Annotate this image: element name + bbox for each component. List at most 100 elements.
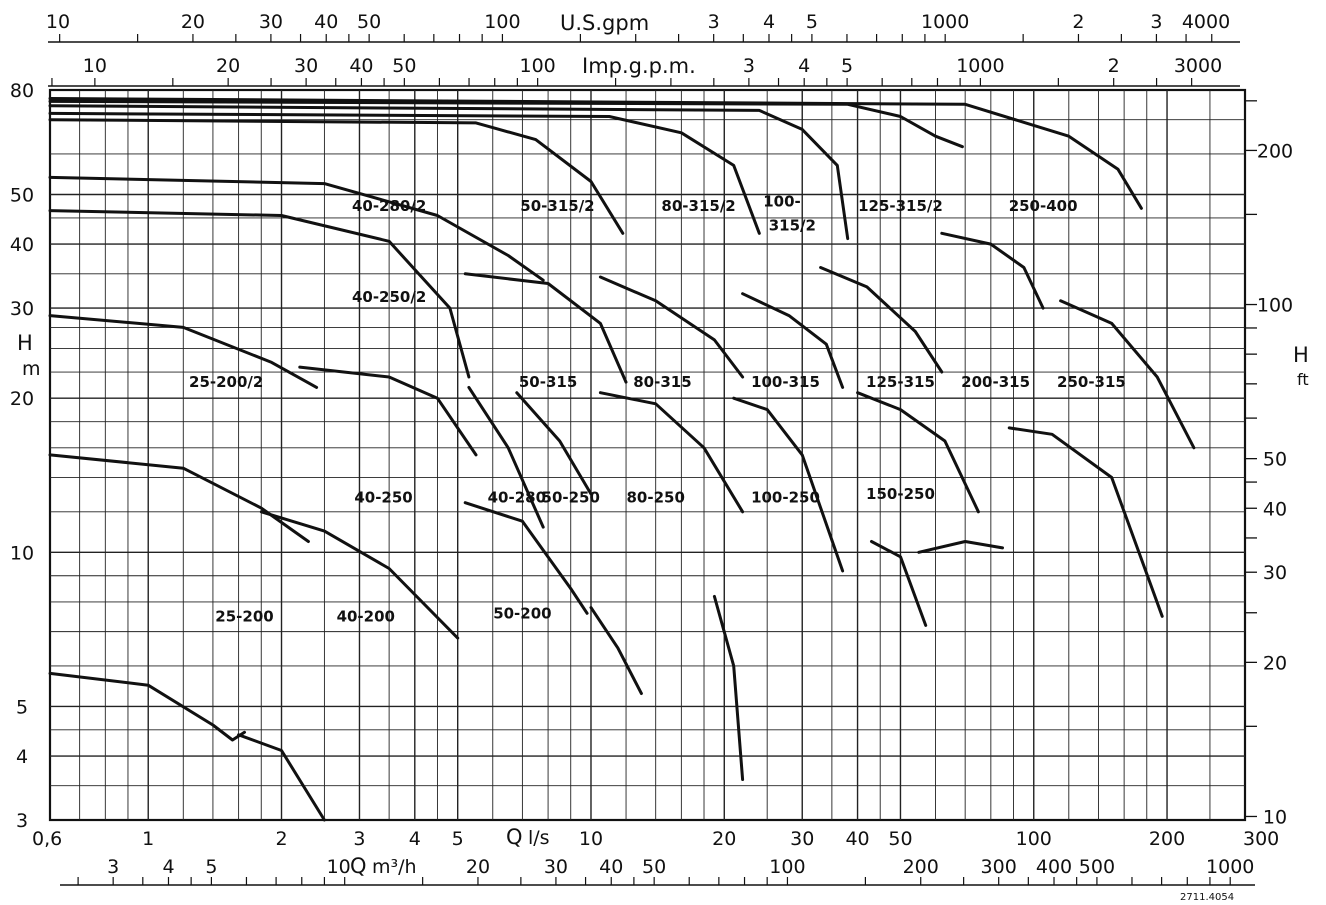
x-bottom-unit-title: l/s: [528, 827, 550, 849]
x-bottom-tick-label: 0,6: [32, 828, 62, 850]
x-m3h-tick-label: 50: [642, 856, 666, 878]
pump-curve: [589, 606, 643, 695]
y-right-tick-label: 40: [1263, 498, 1287, 520]
y-right-tick-label: 10: [1263, 806, 1287, 828]
y-left-tick-label: 5: [16, 696, 28, 718]
x-top-impgpm-tick-label: 1000: [956, 55, 1004, 77]
pump-curve-label: 40-280: [488, 488, 546, 506]
drawing-number: 2711.4054: [1180, 892, 1234, 903]
pump-curve: [48, 453, 310, 543]
pump-curve: [48, 671, 246, 742]
pump-curve-label: 40-250: [354, 488, 412, 506]
pump-curve-label: 250-315: [1057, 373, 1126, 391]
x-bottom-tick-label: 300: [1243, 828, 1279, 850]
x-m3h-tick-label: 5: [205, 856, 217, 878]
pump-curve-label: 200-315: [961, 373, 1030, 391]
x-top-usgpm-tick-label: 100: [484, 11, 520, 33]
x-top-usgpm-tick-label: 50: [357, 11, 381, 33]
pump-curve: [870, 540, 928, 627]
x-bottom-q-title: Q: [506, 825, 523, 849]
x-bottom-tick-label: 30: [790, 828, 814, 850]
x-top-impgpm-tick-label: 40: [349, 55, 373, 77]
pump-curve-label: 25-200/2: [189, 373, 263, 391]
y-left-tick-label: 30: [10, 298, 34, 320]
pump-curve-label: 50-250: [542, 488, 600, 506]
x-m3h-q-title: Q: [350, 854, 367, 878]
x-top-usgpm-tick-label: 30: [259, 11, 283, 33]
y-right-tick-label: 30: [1263, 562, 1287, 584]
pump-curve-label: 50-315: [519, 373, 577, 391]
x-bottom-tick-label: 1: [142, 828, 154, 850]
x-bottom-tick-label: 200: [1149, 828, 1185, 850]
y-left-tick-label: 20: [10, 388, 34, 410]
pump-curve-label: 100-250: [751, 488, 820, 506]
pump-curve: [940, 231, 1045, 310]
pump-curve-label: 150-250: [866, 485, 935, 503]
pump-curve: [48, 111, 761, 235]
x-top-impgpm-tick-label: 20: [216, 55, 240, 77]
pump-curve: [467, 385, 545, 529]
pump-curve-label: 80-315: [633, 373, 691, 391]
x-m3h-tick-label: 40: [599, 856, 623, 878]
y-left-unit-title: m: [22, 358, 41, 380]
pump-curve-label: 40-250/2: [352, 288, 426, 306]
pump-curve: [48, 118, 625, 235]
y-left-h-title: H: [17, 331, 33, 355]
pump-curve-label: 125-315: [866, 373, 935, 391]
y-left-tick-label: 50: [10, 184, 34, 206]
x-bottom-tick-label: 20: [712, 828, 736, 850]
x-top-impgpm-tick-label: 100: [519, 55, 555, 77]
pump-curve: [741, 292, 845, 389]
x-top-impgpm-tick-label: 2: [1108, 55, 1120, 77]
pump-curve: [732, 396, 845, 573]
x-top-usgpm-tick-label: 3: [708, 11, 720, 33]
x-top-impgpm-tick-label: 4: [798, 55, 810, 77]
x-m3h-tick-label: 4: [162, 856, 174, 878]
y-right-tick-label: 20: [1263, 652, 1287, 674]
curves: [48, 97, 1196, 822]
x-top-usgpm-tick-label: 5: [806, 11, 818, 33]
x-m3h-tick-label: 200: [903, 856, 939, 878]
pump-curve-label: 25-200: [215, 607, 273, 625]
x-top-impgpm-tick-label: 3: [743, 55, 755, 77]
x-bottom-tick-label: 4: [409, 828, 421, 850]
pump-curve-label: 315/2: [769, 216, 816, 234]
pump-curve: [856, 391, 980, 514]
pump-curve: [819, 266, 944, 374]
pump-curve: [237, 733, 326, 822]
pump-curve: [48, 97, 1143, 210]
y-right-tick-label: 200: [1257, 140, 1293, 162]
pump-curve: [917, 540, 1004, 554]
x-m3h-tick-label: 100: [769, 856, 805, 878]
y-left-tick-label: 3: [16, 810, 28, 832]
pump-curve: [515, 391, 593, 496]
pump-curve-label: 100-315: [751, 373, 820, 391]
x-bottom-tick-label: 3: [353, 828, 365, 850]
x-m3h-tick-label: 10: [327, 856, 351, 878]
pump-curve-label: 80-250: [626, 488, 684, 506]
pump-curve: [298, 365, 478, 457]
x-m3h-tick-label: 30: [544, 856, 568, 878]
x-m3h-tick-label: 300: [981, 856, 1017, 878]
x-top-usgpm-tick-label: 1000: [921, 11, 969, 33]
pump-curve-label: 125-315/2: [858, 197, 943, 215]
x-bottom-tick-label: 40: [845, 828, 869, 850]
pump-curve-label: 40-200: [337, 607, 395, 625]
pump-curve-label: 100-: [763, 192, 801, 210]
x-bottom-tick-label: 5: [452, 828, 464, 850]
x-m3h-tick-label: 3: [107, 856, 119, 878]
pump-curve-label: 80-315/2: [661, 197, 735, 215]
y-right-tick-label: 100: [1257, 295, 1293, 317]
pump-curve: [259, 510, 460, 640]
x-m3h-tick-label: 500: [1079, 856, 1115, 878]
pump-curve: [712, 594, 745, 781]
y-left-tick-label: 4: [16, 746, 28, 768]
pump-curve-label: 50-315/2: [520, 197, 594, 215]
pump-curve: [463, 272, 628, 384]
pump-curve: [1059, 299, 1196, 450]
x-top-usgpm-tick-label: 40: [314, 11, 338, 33]
x-m3h-unit-title: m³/h: [372, 856, 417, 878]
x-bottom-tick-label: 10: [579, 828, 603, 850]
y-right-h-title: H: [1293, 343, 1309, 367]
